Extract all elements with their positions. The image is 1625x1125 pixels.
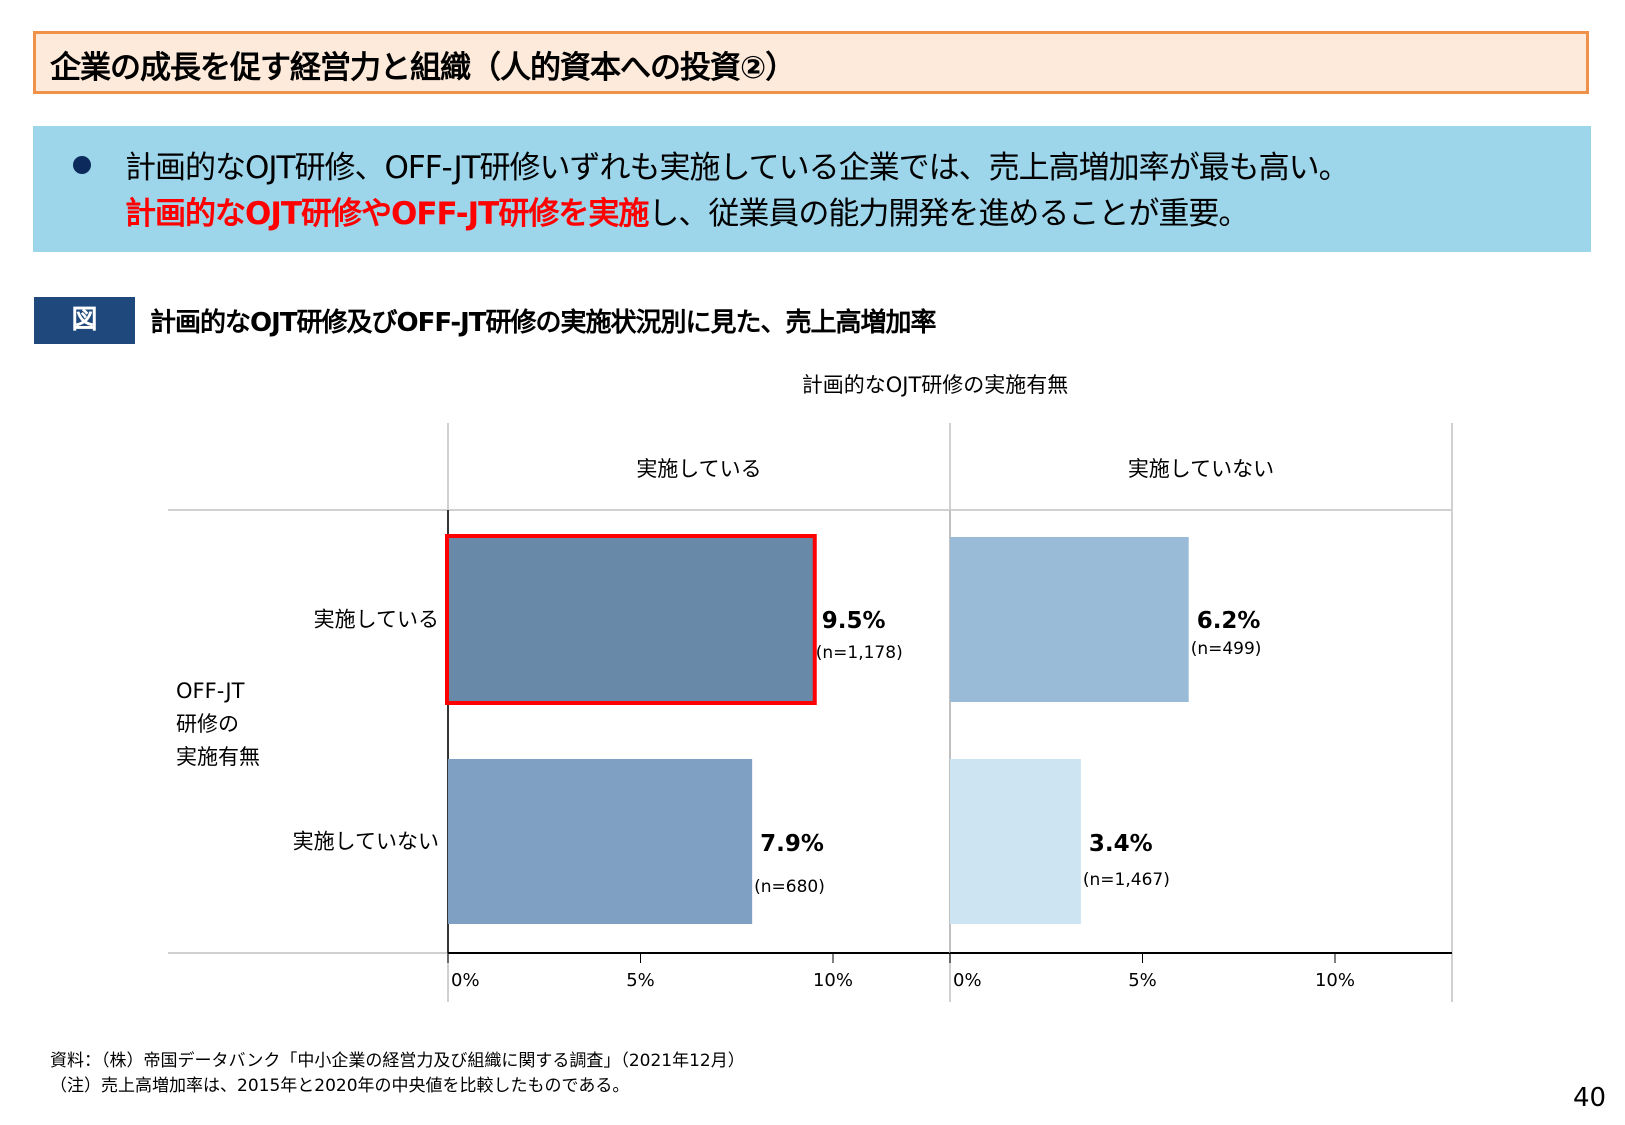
summary-highlight: 計画的なOJT研修やOFF-JT研修を実施 xyxy=(125,196,649,232)
x-tick-label: 0% xyxy=(953,970,982,991)
title-banner: 企業の成長を促す経営力と組織（人的資本への投資②） xyxy=(33,31,1589,94)
bar xyxy=(448,759,753,924)
x-tick-label: 5% xyxy=(626,970,655,991)
bar xyxy=(950,759,1081,924)
summary-line-1: 計画的なOJT研修、OFF-JT研修いずれも実施している企業では、売上高増加率が… xyxy=(125,150,1350,186)
x-tick-label: 10% xyxy=(1315,970,1355,991)
row-axis-title: OFF-JT xyxy=(176,679,245,703)
summary-line-2: 計画的なOJT研修やOFF-JT研修を実施し、従業員の能力開発を進めることが重要… xyxy=(125,188,1249,233)
n-label: (n=1,467) xyxy=(1083,870,1170,890)
figure-title: 計画的なOJT研修及びOFF-JT研修の実施状況別に見た、売上高増加率 xyxy=(150,308,937,338)
row-label: 実施している xyxy=(314,608,439,632)
column-header: 実施している xyxy=(636,457,761,481)
row-axis-title: 実施有無 xyxy=(176,745,260,769)
highlight-frame xyxy=(445,534,817,705)
footnote: （注）売上高増加率は、2015年と2020年の中央値を比較したものである。 xyxy=(50,1076,630,1096)
x-tick-label: 10% xyxy=(813,970,853,991)
row-axis-title: 研修の xyxy=(176,712,239,736)
x-tick-label: 0% xyxy=(451,970,480,991)
value-label: 6.2% xyxy=(1197,608,1261,634)
n-label: (n=499) xyxy=(1191,639,1262,659)
column-header: 実施していない xyxy=(1128,457,1274,481)
figure-badge: 図 xyxy=(34,297,135,344)
page-title: 企業の成長を促す経営力と組織（人的資本への投資②） xyxy=(50,50,796,86)
page-number: 40 xyxy=(1573,1083,1607,1113)
summary-box: 計画的なOJT研修、OFF-JT研修いずれも実施している企業では、売上高増加率が… xyxy=(33,126,1591,252)
row-label: 実施していない xyxy=(293,830,439,854)
source-note: 資料：（株）帝国データバンク「中小企業の経営力及び組織に関する調査」（2021年… xyxy=(50,1051,745,1071)
n-label: (n=1,178) xyxy=(816,643,903,663)
bullet-icon xyxy=(73,156,91,174)
bar xyxy=(448,537,814,702)
x-tick-label: 5% xyxy=(1128,970,1157,991)
value-label: 7.9% xyxy=(760,831,824,857)
bar xyxy=(950,537,1189,702)
column-axis-title: 計画的なOJT研修の実施有無 xyxy=(802,373,1069,397)
value-label: 3.4% xyxy=(1089,831,1153,857)
summary-rest: し、従業員の能力開発を進めることが重要。 xyxy=(648,196,1249,232)
value-label: 9.5% xyxy=(822,608,886,634)
n-label: (n=680) xyxy=(754,877,825,897)
